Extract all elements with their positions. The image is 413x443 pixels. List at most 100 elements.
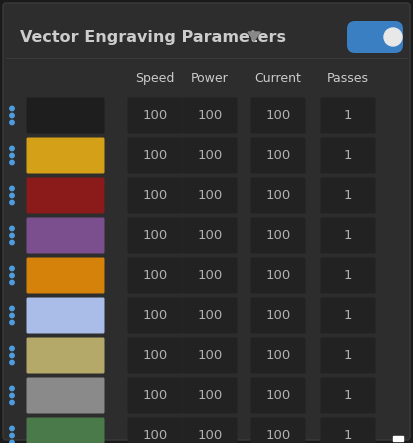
FancyBboxPatch shape (320, 218, 375, 253)
Circle shape (10, 354, 14, 358)
Circle shape (10, 346, 14, 351)
FancyBboxPatch shape (320, 417, 375, 443)
Text: 100: 100 (142, 149, 168, 162)
FancyBboxPatch shape (26, 178, 104, 214)
FancyBboxPatch shape (183, 377, 237, 413)
Circle shape (10, 440, 14, 443)
Text: 100: 100 (266, 109, 291, 122)
FancyBboxPatch shape (183, 417, 237, 443)
FancyBboxPatch shape (251, 298, 306, 334)
FancyBboxPatch shape (183, 298, 237, 334)
FancyBboxPatch shape (251, 178, 306, 214)
Text: 100: 100 (197, 389, 223, 402)
Text: 1: 1 (344, 189, 352, 202)
Circle shape (10, 320, 14, 325)
Text: 1: 1 (344, 149, 352, 162)
FancyBboxPatch shape (128, 377, 183, 413)
Circle shape (10, 187, 14, 190)
Circle shape (10, 306, 14, 311)
Circle shape (10, 280, 14, 285)
Text: 100: 100 (266, 349, 291, 362)
Text: Passes: Passes (327, 71, 369, 85)
Text: 100: 100 (142, 309, 168, 322)
Circle shape (10, 200, 14, 205)
Text: Power: Power (191, 71, 229, 85)
Text: 1: 1 (344, 309, 352, 322)
Text: 1: 1 (344, 269, 352, 282)
Text: 100: 100 (142, 349, 168, 362)
FancyBboxPatch shape (183, 218, 237, 253)
Text: Vector Engraving Parameters: Vector Engraving Parameters (20, 30, 286, 44)
FancyBboxPatch shape (128, 417, 183, 443)
FancyBboxPatch shape (128, 178, 183, 214)
Polygon shape (248, 32, 260, 41)
Circle shape (10, 146, 14, 151)
Text: 100: 100 (142, 189, 168, 202)
Text: 100: 100 (142, 389, 168, 402)
Text: 1: 1 (344, 429, 352, 442)
Circle shape (10, 106, 14, 111)
Circle shape (10, 160, 14, 165)
FancyBboxPatch shape (251, 137, 306, 174)
Text: 1: 1 (344, 109, 352, 122)
FancyBboxPatch shape (128, 338, 183, 373)
Text: 100: 100 (197, 109, 223, 122)
FancyBboxPatch shape (183, 137, 237, 174)
FancyBboxPatch shape (183, 257, 237, 294)
FancyBboxPatch shape (251, 257, 306, 294)
FancyBboxPatch shape (26, 338, 104, 373)
FancyBboxPatch shape (128, 257, 183, 294)
FancyBboxPatch shape (128, 218, 183, 253)
FancyBboxPatch shape (183, 338, 237, 373)
Text: 100: 100 (266, 229, 291, 242)
FancyBboxPatch shape (251, 417, 306, 443)
Text: 100: 100 (142, 429, 168, 442)
Circle shape (10, 426, 14, 431)
FancyBboxPatch shape (251, 377, 306, 413)
FancyBboxPatch shape (26, 377, 104, 413)
Circle shape (384, 28, 402, 46)
Text: Current: Current (254, 71, 301, 85)
Text: 1: 1 (344, 349, 352, 362)
Circle shape (10, 393, 14, 398)
FancyBboxPatch shape (128, 298, 183, 334)
Circle shape (10, 233, 14, 238)
Text: 100: 100 (197, 269, 223, 282)
Text: 100: 100 (142, 269, 168, 282)
Text: 100: 100 (266, 309, 291, 322)
FancyBboxPatch shape (26, 218, 104, 253)
Circle shape (10, 226, 14, 231)
FancyBboxPatch shape (3, 3, 410, 440)
FancyBboxPatch shape (183, 178, 237, 214)
Circle shape (10, 433, 14, 438)
Text: 100: 100 (266, 269, 291, 282)
FancyBboxPatch shape (320, 257, 375, 294)
Circle shape (10, 360, 14, 365)
FancyBboxPatch shape (26, 97, 104, 133)
Circle shape (10, 386, 14, 391)
FancyBboxPatch shape (320, 298, 375, 334)
FancyBboxPatch shape (128, 137, 183, 174)
Circle shape (10, 193, 14, 198)
Circle shape (10, 240, 14, 245)
Circle shape (10, 400, 14, 405)
Text: 100: 100 (266, 389, 291, 402)
Text: 1: 1 (344, 389, 352, 402)
FancyBboxPatch shape (251, 97, 306, 133)
Bar (393, 436, 403, 441)
Text: 1: 1 (344, 229, 352, 242)
Text: 100: 100 (197, 309, 223, 322)
Circle shape (10, 266, 14, 271)
FancyBboxPatch shape (128, 97, 183, 133)
Text: 100: 100 (197, 149, 223, 162)
Circle shape (10, 153, 14, 158)
FancyBboxPatch shape (251, 218, 306, 253)
Text: 100: 100 (197, 229, 223, 242)
Text: 100: 100 (197, 349, 223, 362)
FancyBboxPatch shape (26, 417, 104, 443)
FancyBboxPatch shape (251, 338, 306, 373)
Text: 100: 100 (266, 149, 291, 162)
Text: 100: 100 (266, 429, 291, 442)
Circle shape (10, 120, 14, 124)
Text: 100: 100 (142, 109, 168, 122)
